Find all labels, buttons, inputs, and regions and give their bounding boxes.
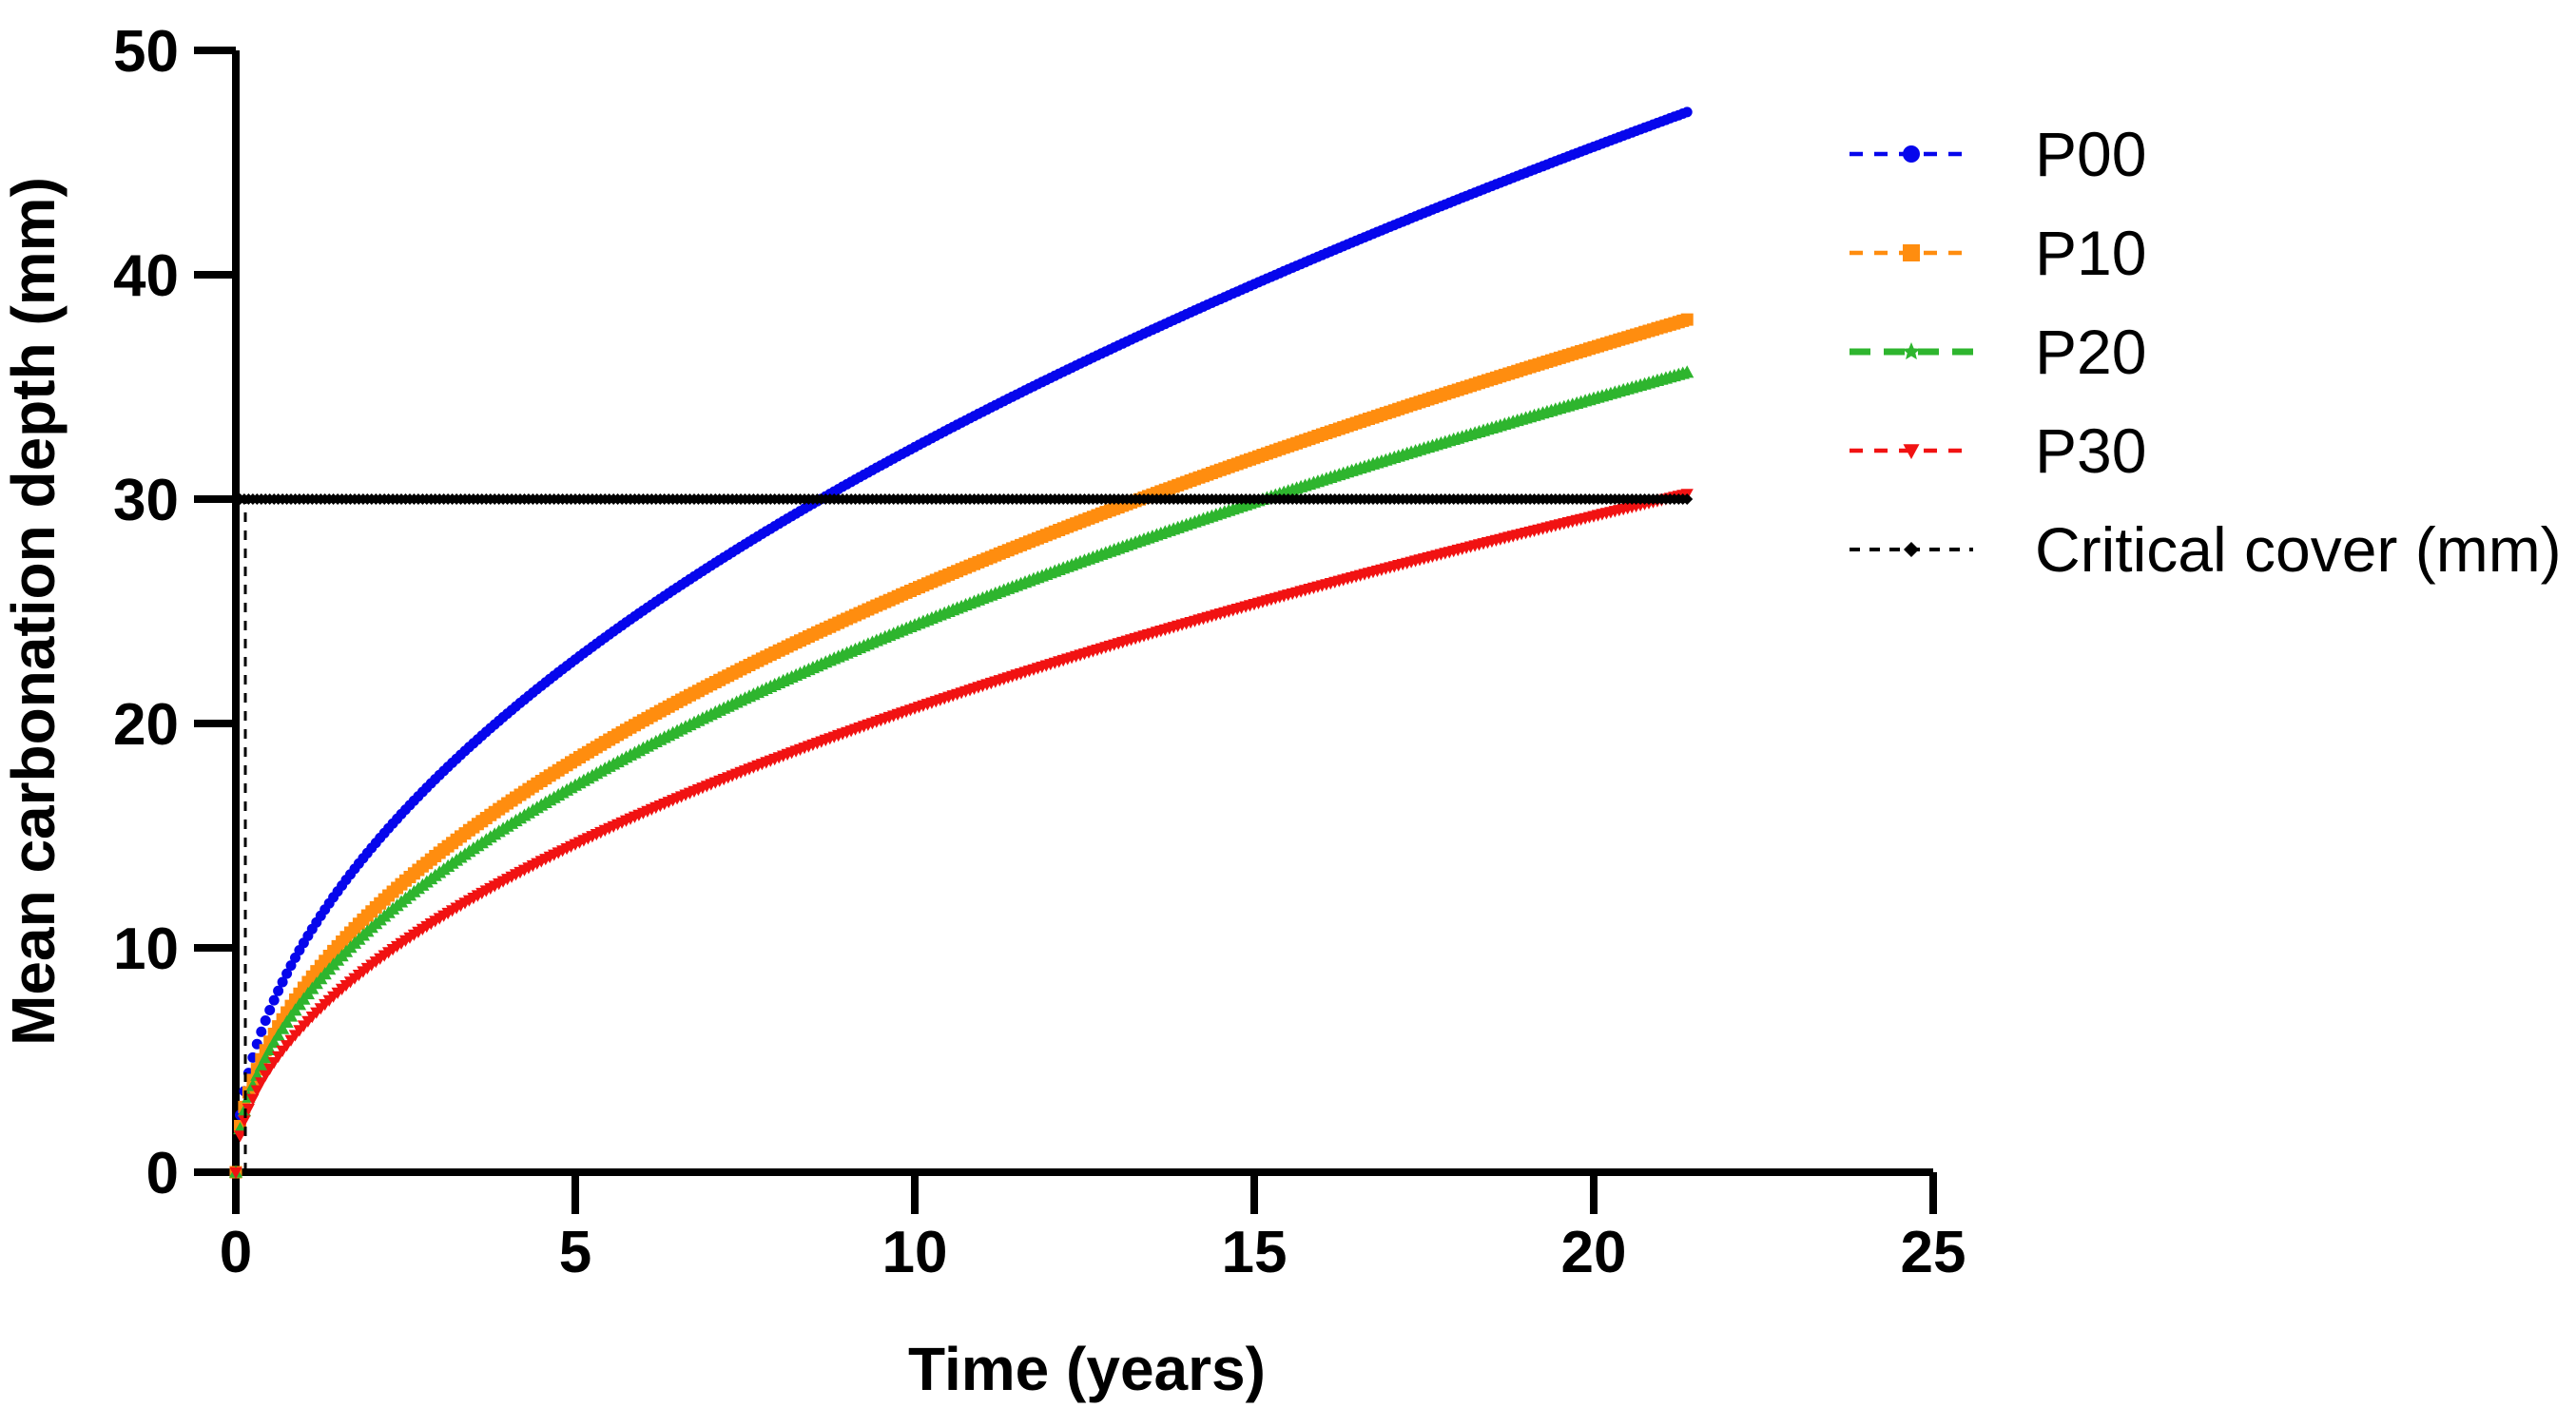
series-critical-cover-mm--markers <box>230 493 1694 505</box>
data-series <box>228 106 1695 1179</box>
legend-label: Critical cover (mm) <box>2035 514 2562 585</box>
legend-item-p10: P10 <box>1850 218 2146 288</box>
y-tick-label-20: 20 <box>113 692 179 758</box>
x-axis-title: Time (years) <box>908 1335 1266 1403</box>
y-tick-label-10: 10 <box>113 916 179 982</box>
series-p00-markers <box>230 106 1693 1178</box>
legend-item-critical-cover-mm-: Critical cover (mm) <box>1850 514 2562 585</box>
legend-item-p00: P00 <box>1850 119 2146 189</box>
legend-item-p20: P20 <box>1850 317 2146 387</box>
legend-item-p30: P30 <box>1850 415 2146 486</box>
x-tick-label-5: 5 <box>559 1220 591 1285</box>
legend: P00 P10 P20 P30 Critical cover (mm) <box>1850 119 2562 585</box>
x-tick-label-10: 10 <box>882 1220 948 1285</box>
axis-lines <box>232 50 1933 1176</box>
legend-square-marker <box>1903 244 1920 261</box>
y-tick-label-50: 50 <box>113 19 179 85</box>
legend-label: P20 <box>2035 317 2146 387</box>
x-tick-label-20: 20 <box>1561 1220 1627 1285</box>
legend-label: P30 <box>2035 415 2146 486</box>
y-axis-title: Mean carbonation depth (mm) <box>0 177 68 1046</box>
legend-circle-marker <box>1903 145 1920 163</box>
series-p30-markers <box>229 489 1694 1179</box>
axes: 0 5 10 15 20 25 0 10 20 30 40 50 <box>113 19 1966 1285</box>
legend-label: P00 <box>2035 119 2146 189</box>
series-p10-markers <box>229 313 1694 1179</box>
y-tick-label-30: 30 <box>113 468 179 533</box>
y-tick-label-0: 0 <box>146 1141 179 1206</box>
legend-star-marker <box>1902 342 1921 360</box>
legend-label: P10 <box>2035 218 2146 288</box>
x-tick-label-25: 25 <box>1901 1220 1966 1285</box>
y-tick-label-40: 40 <box>113 243 179 309</box>
x-tick-label-0: 0 <box>220 1220 252 1285</box>
x-tick-label-15: 15 <box>1222 1220 1288 1285</box>
legend-triangle-down-marker <box>1903 444 1920 459</box>
legend-diamond-marker <box>1904 542 1919 557</box>
